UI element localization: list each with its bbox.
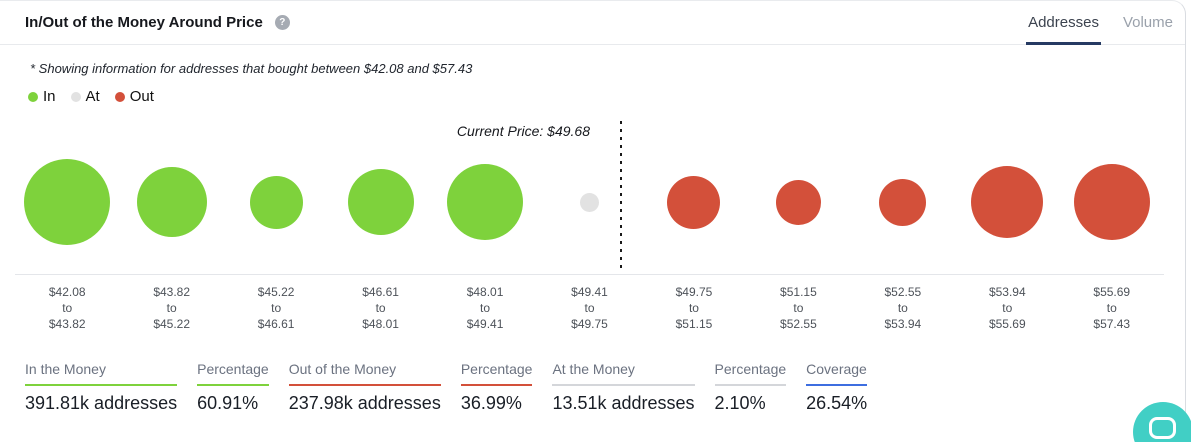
bubble-in[interactable]: [136, 167, 207, 237]
legend-at-label: At: [85, 88, 100, 105]
axis-range-label: $49.75 to $51.15: [675, 285, 713, 332]
chat-widget-button[interactable]: [1133, 402, 1191, 442]
legend-item-in[interactable]: In: [28, 88, 56, 105]
bubble-in[interactable]: [447, 164, 524, 240]
axis-range-label: $42.08 to $43.82: [48, 285, 86, 332]
stat-label: Coverage: [806, 361, 868, 386]
axis-range-label: $43.82 to $45.22: [153, 285, 191, 332]
stat-label: At the Money: [552, 361, 695, 386]
in-dot-icon: [28, 91, 38, 102]
bubble-in[interactable]: [347, 169, 414, 235]
view-tabs: Addresses Volume: [1026, 1, 1173, 45]
bubble-out[interactable]: [667, 175, 721, 229]
stat-in-percentage: Percentage 60.91%: [197, 361, 269, 414]
axis-range-label: $51.15 to $52.55: [780, 285, 817, 332]
stat-label: Percentage: [460, 361, 533, 386]
stat-at-the-money: At the Money 13.51k addresses: [552, 361, 695, 414]
bubble-cell: [537, 107, 641, 297]
stat-label: Percentage: [714, 361, 787, 386]
summary-stats: In the Money 391.81k addresses Percentag…: [0, 361, 1185, 414]
bubble-cell: [433, 107, 537, 297]
bubble-cell: [955, 107, 1059, 297]
axis-range-label: $55.69 to $57.43: [1093, 285, 1131, 332]
tab-addresses[interactable]: Addresses: [1026, 1, 1101, 45]
bubble-in[interactable]: [249, 175, 303, 229]
stat-label: Percentage: [197, 361, 269, 386]
bubble-cell: [15, 107, 119, 297]
help-icon[interactable]: ?: [274, 15, 290, 30]
bubble-chart: Current Price: $49.68 $42.08 to $43.82 $43.…: [0, 107, 1185, 335]
page-title: In/Out of the Money Around Price: [25, 14, 263, 31]
stat-out-of-the-money: Out of the Money 237.98k addresses: [288, 361, 441, 414]
legend-item-at[interactable]: At: [70, 88, 100, 105]
bubble-cell: [224, 107, 328, 297]
current-price-label: Current Price: $49.68: [456, 123, 590, 139]
legend-item-out[interactable]: Out: [114, 88, 154, 105]
range-note: * Showing information for addresses that…: [30, 61, 473, 76]
stat-label: In the Money: [25, 361, 178, 386]
axis-labels: $42.08 to $43.82 $43.82 to $45.22 $45.22 to $46.…: [15, 284, 1164, 333]
stat-value: 2.10%: [714, 393, 766, 413]
stat-value: 13.51k addresses: [552, 393, 695, 413]
stat-coverage: Coverage 26.54%: [806, 361, 868, 414]
card-header: In/Out of the Money Around Price ? Addre…: [0, 1, 1185, 45]
bubble-cell: [1060, 107, 1164, 297]
chat-icon: [1149, 417, 1176, 439]
legend-in-label: In: [43, 88, 56, 105]
bubble-cell: [119, 107, 223, 297]
bubble-cell: [746, 107, 850, 297]
bubble-at[interactable]: [579, 192, 599, 212]
bubble-out[interactable]: [879, 178, 927, 226]
tab-volume-label: Volume: [1122, 13, 1173, 31]
bubble-out[interactable]: [1073, 164, 1150, 240]
tab-addresses-label: Addresses: [1028, 13, 1099, 31]
stat-value: 36.99%: [460, 393, 522, 413]
stat-value: 26.54%: [806, 393, 868, 413]
legend: In At Out: [28, 88, 1185, 105]
stat-label: Out of the Money: [288, 361, 441, 386]
stat-value: 391.81k addresses: [25, 393, 178, 413]
bubble-cell: [328, 107, 432, 297]
axis-range-label: $45.22 to $46.61: [257, 285, 295, 332]
axis-range-label: $53.94 to $55.69: [988, 285, 1026, 332]
bubble-cell: [642, 107, 746, 297]
bubble-out[interactable]: [775, 179, 821, 225]
stat-value: 237.98k addresses: [288, 393, 441, 413]
stat-at-percentage: Percentage 2.10%: [714, 361, 787, 414]
legend-out-label: Out: [129, 88, 154, 105]
current-price-line: [620, 121, 622, 273]
stat-value: 60.91%: [197, 393, 259, 413]
bubble-cell: [851, 107, 955, 297]
active-tab-underline: [1026, 41, 1101, 45]
bubble-in[interactable]: [24, 159, 111, 245]
stat-out-percentage: Percentage 36.99%: [460, 361, 533, 414]
axis-range-label: $46.61 to $48.01: [362, 285, 399, 332]
x-axis-line: [15, 274, 1164, 275]
bubble-out[interactable]: [971, 166, 1044, 238]
tab-volume[interactable]: Volume: [1123, 1, 1173, 45]
bubble-row: [15, 107, 1164, 297]
axis-range-label: $49.41 to $49.75: [571, 285, 608, 332]
axis-range-label: $52.55 to $53.94: [884, 285, 922, 332]
axis-range-label: $48.01 to $49.41: [466, 285, 504, 332]
stat-in-the-money: In the Money 391.81k addresses: [25, 361, 178, 414]
out-dot-icon: [114, 91, 125, 102]
at-dot-icon: [70, 91, 81, 102]
